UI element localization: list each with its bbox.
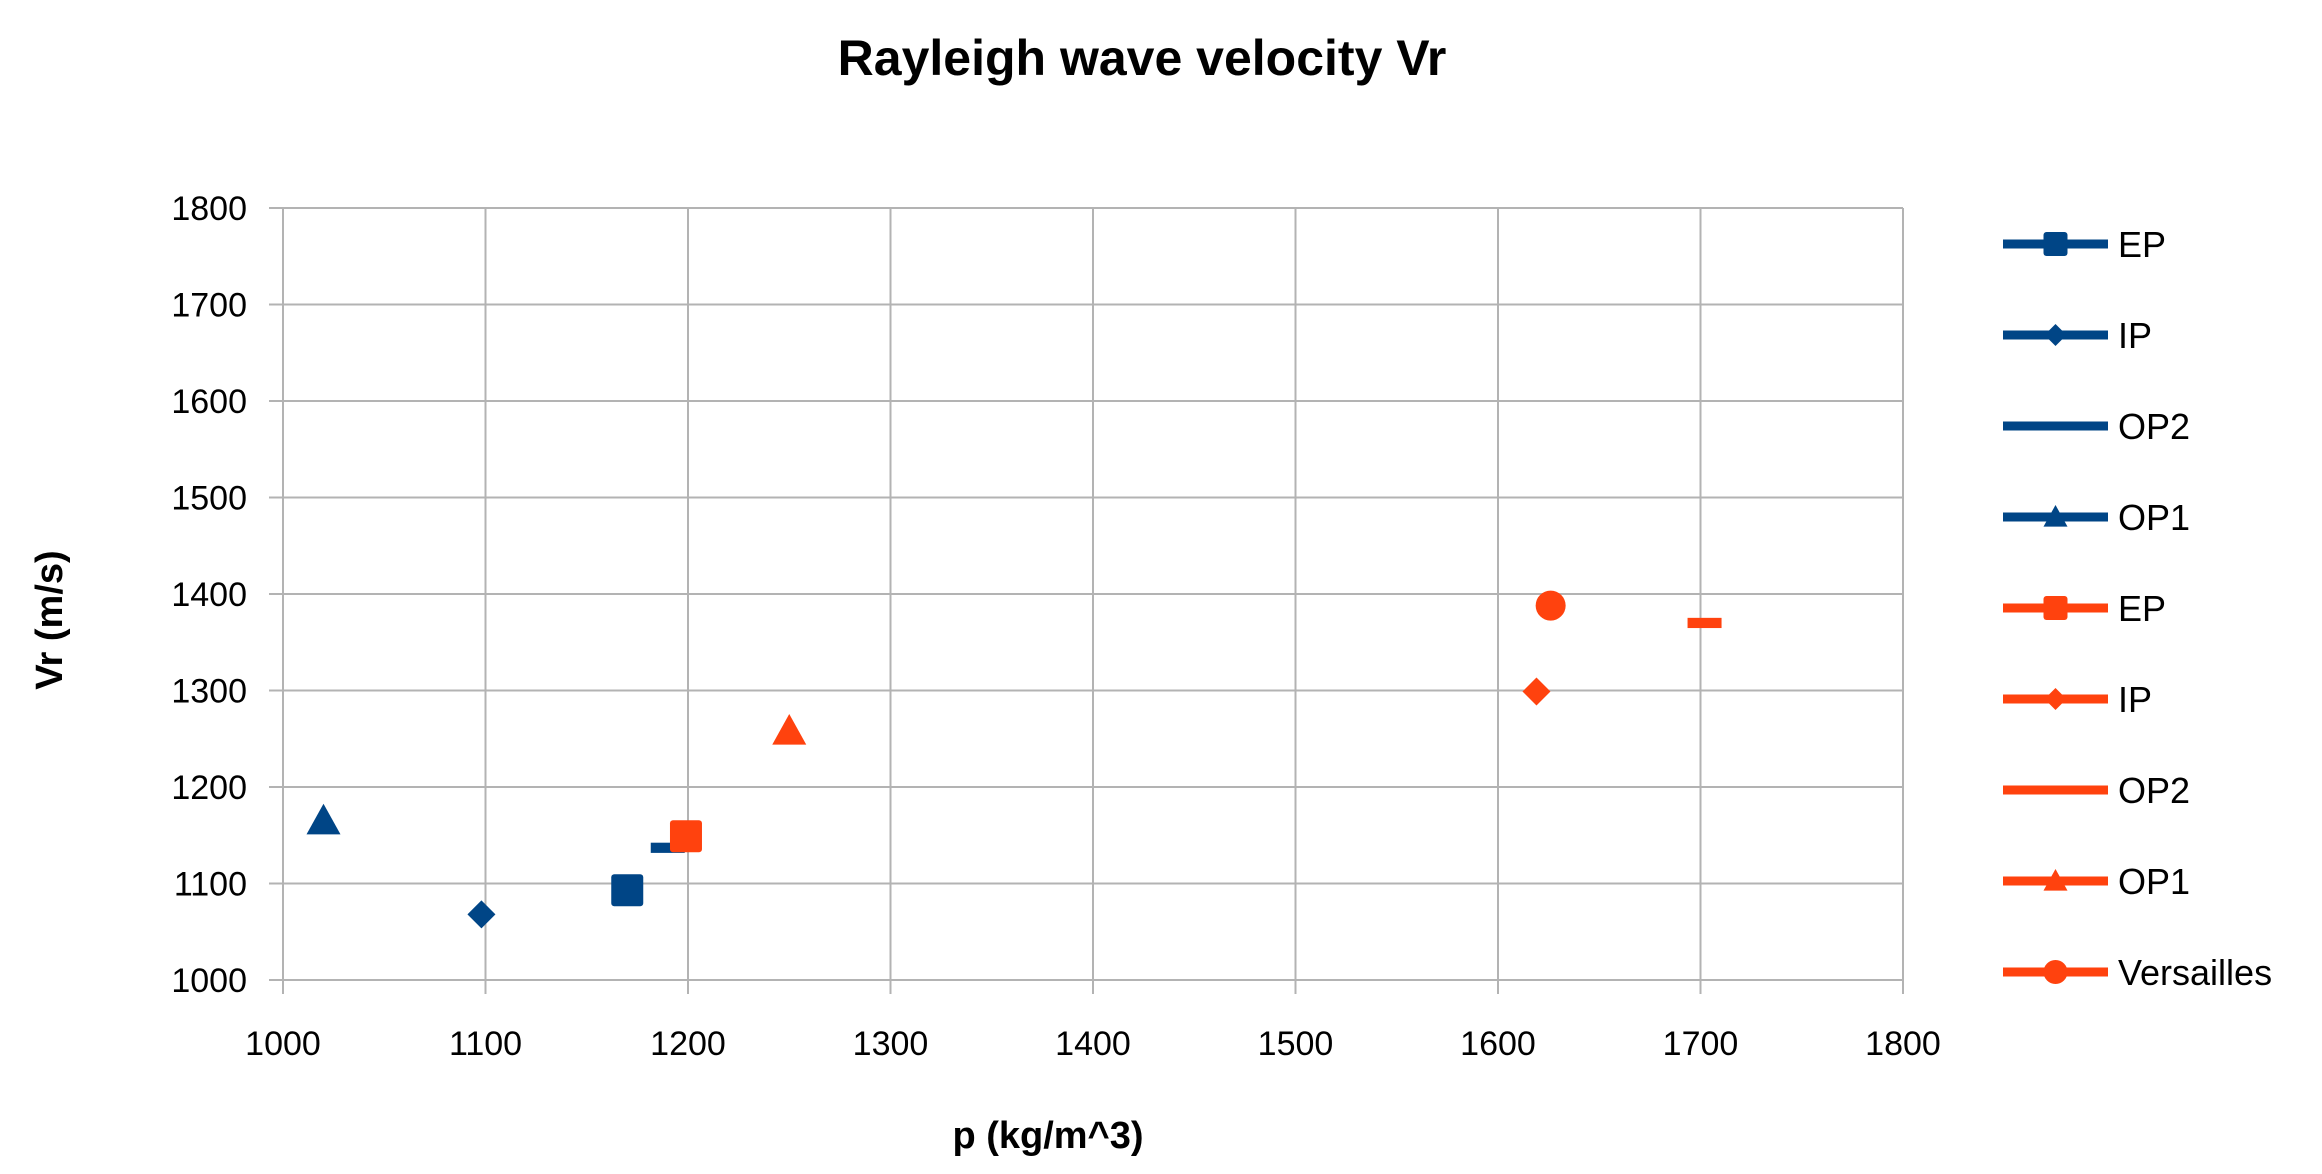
x-axis-tick-labels: 1000 1100 1200 1300 1400 1500 1600 1700 1800 <box>245 1025 1941 1063</box>
legend-marker <box>2043 232 2068 256</box>
x-tick-label: 1000 <box>245 1025 321 1063</box>
y-tick-label: 1400 <box>171 576 247 614</box>
data-point-op1-blue <box>306 803 341 835</box>
x-tick-label: 1500 <box>1258 1025 1334 1063</box>
data-point-ep-blue <box>611 874 644 907</box>
legend-item: OP1 <box>2003 861 2190 902</box>
legend: EP IP OP2 OP1 EP IP OP2 OP1 Versailles <box>2003 224 2272 993</box>
data-point-op1-orange <box>772 714 807 745</box>
y-tick-label: 1000 <box>171 962 247 1000</box>
data-point-op2-orange <box>1687 617 1722 629</box>
chart-title: Rayleigh wave velocity Vr <box>838 30 1447 86</box>
legend-item: OP2 <box>2003 770 2190 811</box>
legend-marker <box>2043 869 2068 891</box>
legend-item: EP <box>2003 588 2166 629</box>
x-tick-label: 1100 <box>449 1025 522 1063</box>
legend-marker <box>2043 596 2068 620</box>
legend-item: IP <box>2003 679 2152 720</box>
legend-item: OP1 <box>2003 497 2190 538</box>
data-point-op2-blue <box>650 842 685 853</box>
y-tick-label: 1200 <box>171 769 247 807</box>
data-point-ep-orange <box>669 820 702 853</box>
legend-item: IP <box>2003 315 2152 356</box>
legend-label: IP <box>2118 679 2152 720</box>
legend-label: OP1 <box>2118 497 2190 538</box>
legend-label: Versailles <box>2118 952 2272 993</box>
x-tick-label: 1800 <box>1865 1025 1941 1063</box>
x-tick-label: 1300 <box>853 1025 929 1063</box>
x-tick-label: 1200 <box>650 1025 726 1063</box>
legend-item: Versailles <box>2003 952 2272 993</box>
legend-label: OP2 <box>2118 770 2190 811</box>
data-point-versailles-orange <box>1535 590 1566 621</box>
data-point-ip-blue <box>467 900 496 929</box>
legend-label: OP2 <box>2118 406 2190 447</box>
legend-item: OP2 <box>2003 406 2190 447</box>
y-tick-label: 1800 <box>171 190 247 228</box>
y-axis-title: Vr (m/s) <box>29 550 71 689</box>
y-tick-label: 1100 <box>174 866 247 904</box>
y-tick-label: 1500 <box>171 480 247 518</box>
legend-item: EP <box>2003 224 2166 265</box>
grid-lines <box>269 207 1904 994</box>
legend-label: OP1 <box>2118 861 2190 902</box>
legend-marker <box>2044 324 2067 346</box>
x-tick-label: 1600 <box>1460 1025 1536 1063</box>
x-tick-label: 1700 <box>1663 1025 1739 1063</box>
legend-marker <box>2043 505 2068 527</box>
legend-label: EP <box>2118 224 2166 265</box>
y-tick-label: 1600 <box>171 383 247 421</box>
legend-marker <box>2043 960 2068 984</box>
x-tick-label: 1400 <box>1055 1025 1131 1063</box>
y-axis-tick-labels: 1000 1100 1200 1300 1400 1500 1600 1700 1800 <box>171 190 247 1000</box>
legend-label: EP <box>2118 588 2166 629</box>
data-points <box>306 590 1722 929</box>
legend-marker <box>2044 688 2067 710</box>
y-tick-label: 1700 <box>171 287 247 325</box>
data-point-ip-orange <box>1522 677 1551 706</box>
y-tick-label: 1300 <box>171 673 247 711</box>
x-axis-title: p (kg/m^3) <box>952 1115 1143 1157</box>
legend-label: IP <box>2118 315 2152 356</box>
